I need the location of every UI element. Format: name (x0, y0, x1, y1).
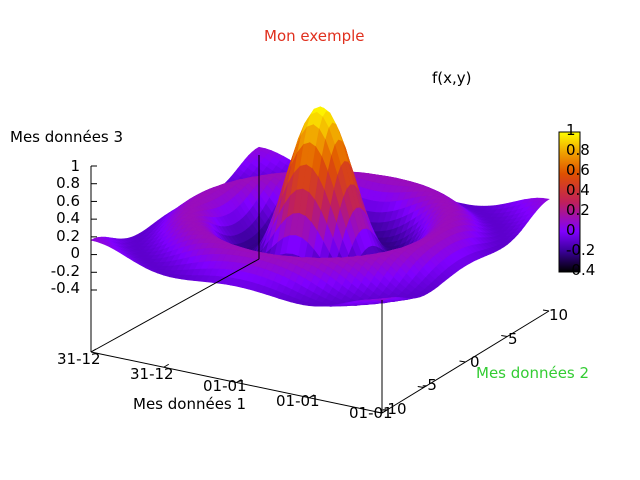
x-tick-label: 01-01 (349, 404, 393, 422)
x-tick-mark (163, 363, 170, 368)
y-tick-label: -10 (382, 400, 407, 418)
z-tick-label: 0.4 (56, 209, 80, 227)
colorbar (558, 131, 581, 273)
colorbar-tick-label: 0 (566, 221, 576, 239)
colorbar-tick-label: -0.4 (566, 261, 596, 279)
colorbar-tick-label: 0.6 (566, 161, 590, 179)
surface-patch (375, 298, 387, 302)
z-tick-label: 1 (70, 157, 80, 175)
x-tick-mark (308, 394, 315, 399)
y-tick-label: 5 (508, 330, 518, 348)
chart-title: Mon exemple (264, 27, 365, 45)
x-tick-label: 01-01 (203, 377, 247, 395)
y-tick-mark (375, 411, 383, 414)
y-tick-label: 0 (470, 353, 480, 371)
x-tick-mark (236, 379, 242, 383)
z-tick-label: 0.2 (56, 227, 80, 245)
x-axis-label: Mes données 1 (133, 395, 247, 413)
y-axis-label: Mes données 2 (476, 364, 590, 382)
x-tick-label: 01-01 (276, 392, 320, 410)
colorbar-tick-label: 0.2 (566, 201, 590, 219)
axes-frame (90, 131, 580, 414)
z-tick-label: -0.4 (50, 279, 80, 297)
z-tick-label: 0 (70, 244, 80, 262)
colorbar-tick-label: 0.8 (566, 141, 590, 159)
colorbar-tick-label: 1 (566, 121, 576, 139)
y-tick-label: -5 (422, 376, 437, 394)
colorbar-tick-label: -0.2 (566, 241, 596, 259)
surface-mesh (90, 106, 550, 307)
y-tick-mark (417, 386, 424, 388)
y-tick-mark (459, 360, 466, 363)
y-tick-label: 10 (549, 306, 569, 324)
colorbar-tick-label: 0.4 (566, 181, 590, 199)
surface-label: f(x,y) (432, 69, 472, 87)
x-tick-mark (381, 409, 388, 414)
base-edge-line (90, 258, 260, 353)
y-tick-mark (501, 335, 508, 337)
z-tick-label: 0.6 (56, 192, 80, 210)
z-axis-label: Mes données 3 (10, 128, 124, 146)
y-tick-mark (542, 309, 550, 312)
z-tick-label: -0.2 (50, 262, 80, 280)
z-tick-label: 0.8 (56, 174, 80, 192)
x-tick-label: 31-12 (130, 365, 174, 383)
x-tick-mark (90, 348, 97, 353)
x-tick-label: 31-12 (57, 350, 101, 368)
